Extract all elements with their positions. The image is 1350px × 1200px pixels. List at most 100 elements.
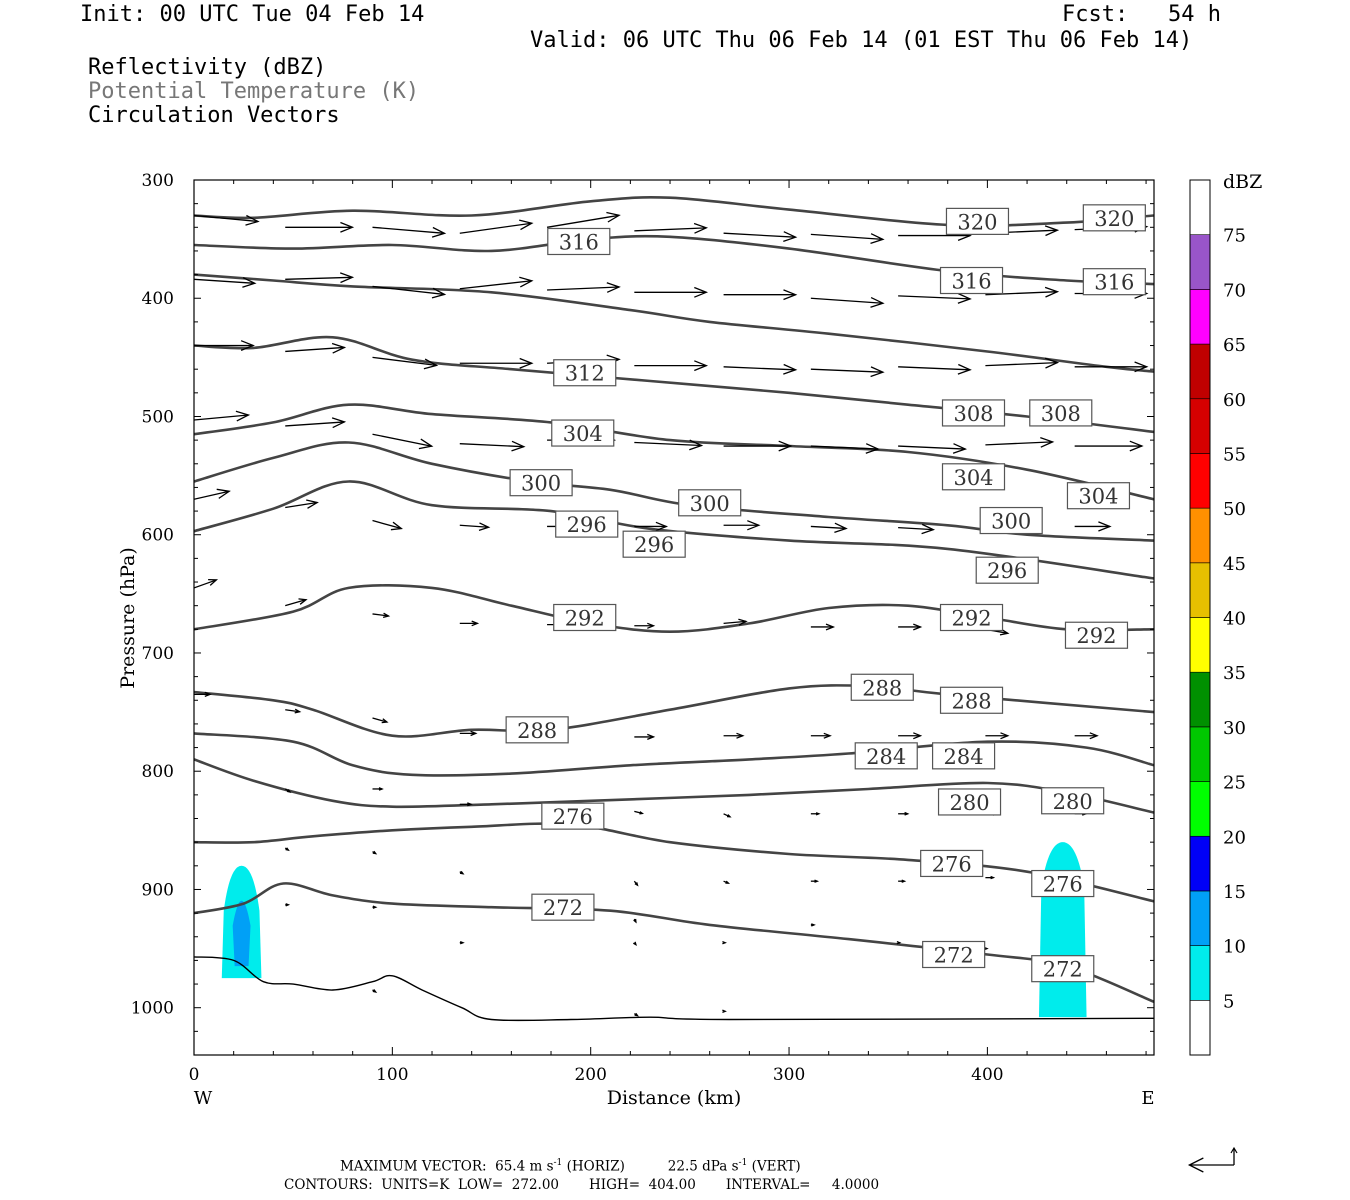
isentrope-label: 304 xyxy=(953,466,993,490)
circulation-vector xyxy=(898,879,907,883)
circulation-vector xyxy=(723,440,793,452)
circulation-vector xyxy=(898,623,923,631)
plot-frame xyxy=(193,179,1155,1056)
colorbar-label: 55 xyxy=(1223,444,1246,465)
circulation-vector xyxy=(372,717,389,724)
vector-shaft xyxy=(285,276,353,280)
circulation-vector xyxy=(723,520,761,531)
vector-head xyxy=(633,918,637,924)
colorbar-label: 65 xyxy=(1223,335,1246,356)
circulation-vector xyxy=(898,811,910,816)
circulation-vector xyxy=(459,219,534,234)
isentrope-label-box xyxy=(678,489,742,517)
circulation-vector xyxy=(459,940,465,945)
isentrope-label-box xyxy=(555,510,619,538)
vector-head xyxy=(606,282,621,293)
isentrope-label-box xyxy=(939,603,1004,632)
circulation-vector xyxy=(459,357,534,369)
vector-shaft xyxy=(459,222,532,234)
isentrope-label: 280 xyxy=(949,791,989,815)
vector-head xyxy=(904,811,910,816)
circulation-vector xyxy=(634,439,704,451)
colorbar-label: 70 xyxy=(1223,280,1246,301)
vector-head xyxy=(331,417,347,429)
vector-shaft xyxy=(546,214,620,228)
circulation-vector xyxy=(372,989,378,993)
y-tick-label: 900 xyxy=(142,880,174,900)
vector-shaft xyxy=(372,356,437,367)
colorbar-label: 40 xyxy=(1223,609,1246,630)
vector-head xyxy=(815,812,821,816)
colorbar: 5 10 15 20 25 30 35 40 45 50 55 60 65 70 75 xyxy=(1189,179,1246,1056)
terrain-line xyxy=(194,956,1154,1022)
vector-shaft xyxy=(985,361,1058,367)
vector-head xyxy=(204,691,212,698)
isentrope-label-box xyxy=(941,399,1006,427)
colorbar-label: 45 xyxy=(1223,554,1246,575)
circulation-vector xyxy=(372,226,447,238)
vector-head xyxy=(689,439,704,451)
circulation-vector xyxy=(459,620,480,627)
isentrope-label-box xyxy=(850,673,914,701)
isentrope-label-box xyxy=(509,469,573,497)
reference-vector-head xyxy=(1187,1157,1204,1173)
vector-head xyxy=(459,870,465,875)
field-reflectivity: Reflectivity (dBZ) xyxy=(88,55,327,80)
circulation-vector xyxy=(810,812,821,816)
vector-head xyxy=(340,221,355,233)
isentrope-label: 292 xyxy=(1076,624,1116,648)
vector-head xyxy=(1044,357,1060,369)
y-tick-label: 1000 xyxy=(131,999,174,1019)
isentrope-label: 272 xyxy=(543,896,583,920)
colorbar-segment xyxy=(1189,343,1211,400)
circulation-vector xyxy=(546,211,621,228)
vector-shaft xyxy=(898,366,971,371)
isentrope-label: 292 xyxy=(565,607,605,631)
vector-head xyxy=(913,623,923,631)
vector-head xyxy=(957,293,972,304)
colorbar-label: 35 xyxy=(1223,663,1246,684)
y-tick-label: 600 xyxy=(142,526,174,546)
isentrope-label: 316 xyxy=(951,270,991,294)
y-tick-label: 500 xyxy=(142,407,174,427)
isentrope-304 xyxy=(194,403,1154,501)
vector-head xyxy=(990,875,996,880)
circulation-vector xyxy=(985,357,1060,369)
vector-head xyxy=(639,811,645,815)
vector-head xyxy=(783,363,798,375)
vector-head xyxy=(1000,732,1010,740)
vector-shaft xyxy=(723,366,796,371)
vector-head xyxy=(725,880,731,884)
max-vector-line: MAXIMUM VECTOR: 65.4 m s-1 (HORIZ) 22.5 … xyxy=(340,1158,801,1175)
vector-shaft xyxy=(372,285,445,296)
isentrope-308 xyxy=(194,335,1154,434)
vector-head xyxy=(632,941,637,947)
vector-head xyxy=(814,879,820,883)
vector-head xyxy=(1089,732,1099,740)
vector-head xyxy=(738,618,748,626)
vector-head xyxy=(694,286,709,298)
circulation-vector xyxy=(723,880,731,884)
vector-head xyxy=(431,287,447,299)
colorbar-segment xyxy=(1189,453,1211,509)
isentrope-label: 304 xyxy=(563,422,603,446)
vector-head xyxy=(331,342,347,354)
circulation-vector xyxy=(194,340,255,352)
colorbar-label: 30 xyxy=(1223,718,1246,739)
circulation-vector xyxy=(372,905,378,909)
colorbar-label: 10 xyxy=(1223,937,1246,958)
vector-head xyxy=(381,718,389,724)
colorbar-label: 60 xyxy=(1223,390,1246,411)
circulation-vector xyxy=(459,522,491,532)
vector-shaft xyxy=(194,490,230,500)
vector-shaft xyxy=(810,297,883,304)
vector-head xyxy=(811,923,816,927)
circulation-vector xyxy=(285,598,308,607)
circulation-vector xyxy=(634,733,656,741)
vector-shaft xyxy=(723,620,747,625)
vector-head xyxy=(655,521,669,532)
vector-head xyxy=(372,850,378,855)
vector-head xyxy=(372,989,378,993)
isentrope-label-box xyxy=(505,716,569,744)
vector-shaft xyxy=(194,214,259,223)
